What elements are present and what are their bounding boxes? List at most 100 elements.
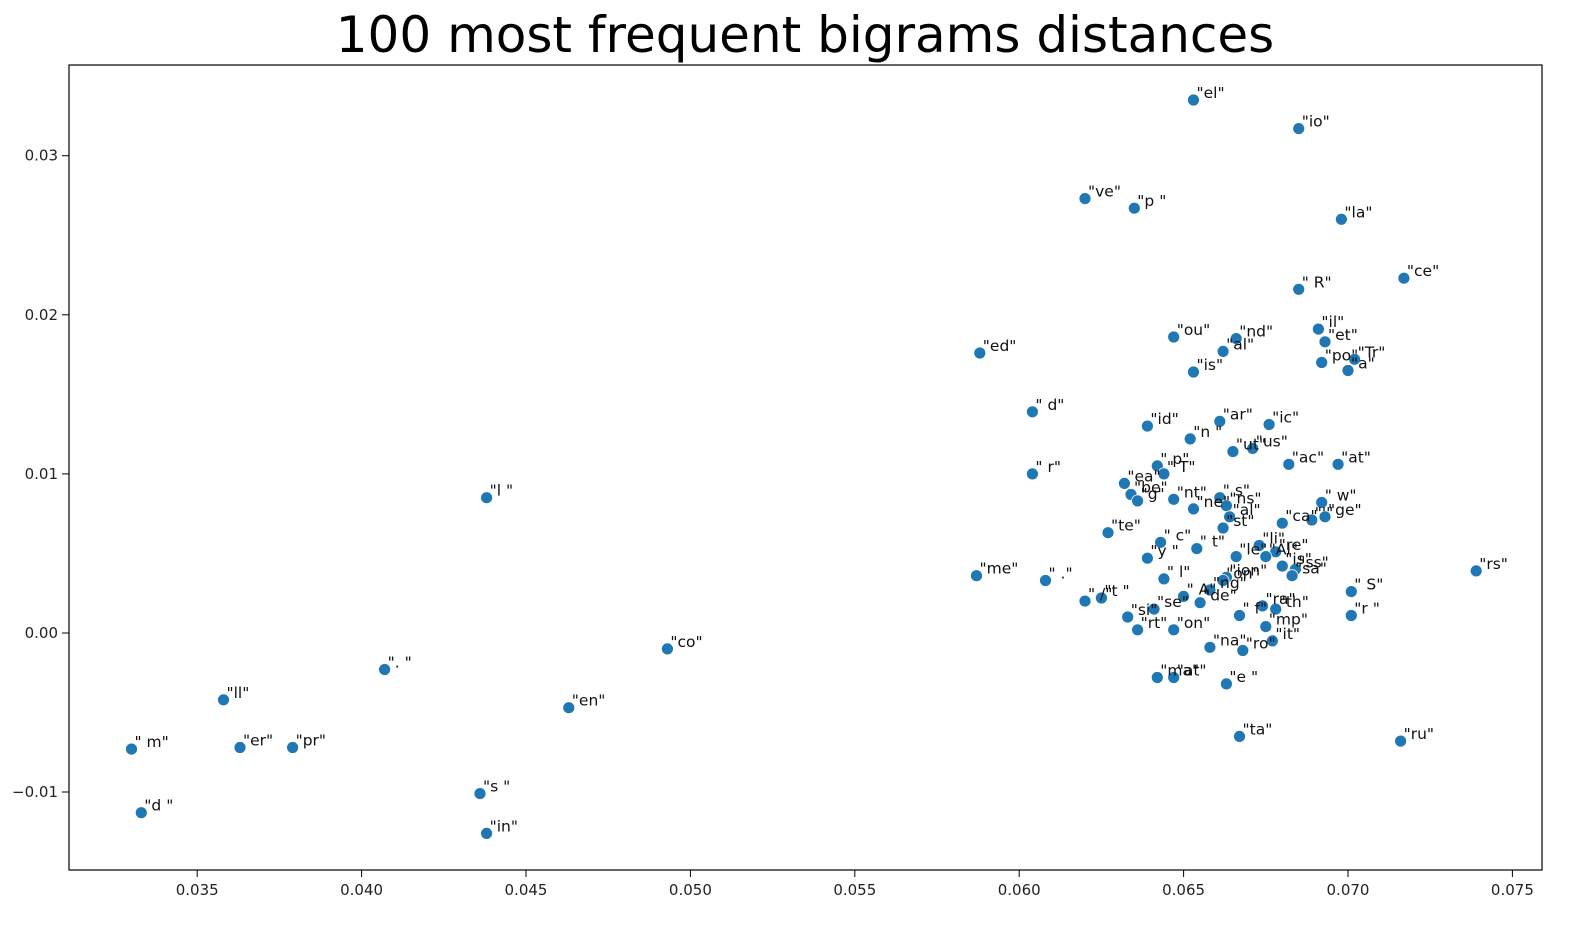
data-point bbox=[1183, 432, 1197, 446]
data-point bbox=[973, 346, 987, 360]
point-label: "co" bbox=[670, 633, 702, 651]
data-point bbox=[1266, 634, 1279, 648]
data-point bbox=[1312, 322, 1325, 336]
point-label: " d" bbox=[1035, 396, 1064, 414]
point-label: "ut" bbox=[1236, 436, 1266, 454]
x-tick-label: 0.040 bbox=[340, 881, 383, 899]
data-point bbox=[1341, 364, 1355, 377]
point-label: "'" bbox=[1315, 504, 1334, 522]
point-label: "ss" bbox=[1298, 553, 1328, 571]
data-point bbox=[286, 741, 300, 754]
point-label: " r" bbox=[1035, 458, 1061, 476]
point-label: " R" bbox=[1302, 273, 1332, 291]
chart-title: 100 most frequent bigrams distances bbox=[336, 6, 1275, 64]
point-label: "io" bbox=[1302, 113, 1330, 131]
point-label: "nt" bbox=[1177, 483, 1207, 501]
data-point bbox=[1269, 602, 1283, 616]
point-label: "e " bbox=[1229, 668, 1258, 686]
data-point bbox=[125, 742, 138, 756]
data-point bbox=[1236, 644, 1250, 657]
data-point bbox=[1262, 418, 1276, 431]
point-label: "p " bbox=[1137, 192, 1166, 210]
data-point bbox=[378, 663, 392, 676]
point-label: "t " bbox=[1104, 582, 1129, 600]
point-label: "me" bbox=[980, 560, 1019, 578]
data-point bbox=[1275, 559, 1289, 573]
data-point bbox=[1292, 122, 1306, 136]
data-point bbox=[1335, 212, 1348, 226]
data-point bbox=[1078, 594, 1092, 608]
data-point bbox=[562, 701, 576, 715]
point-label: "en" bbox=[572, 692, 606, 710]
point-label: "on" bbox=[1226, 565, 1260, 583]
x-tick-label: 0.035 bbox=[176, 881, 219, 899]
data-point bbox=[1344, 609, 1358, 622]
point-label: "ion" bbox=[1229, 561, 1267, 579]
data-point bbox=[1121, 610, 1135, 624]
point-label: "us" bbox=[1256, 432, 1288, 450]
data-point bbox=[1026, 467, 1039, 481]
point-label: "rt" bbox=[1141, 614, 1168, 632]
data-point bbox=[1101, 526, 1115, 540]
point-label: "ta" bbox=[1243, 720, 1273, 738]
point-label: "pr" bbox=[296, 732, 326, 750]
y-tick-label: 0.02 bbox=[25, 306, 58, 324]
data-point bbox=[1229, 332, 1243, 346]
point-label: "ru" bbox=[1404, 725, 1434, 743]
point-label: "r " bbox=[1354, 600, 1380, 618]
data-point bbox=[1203, 640, 1217, 654]
point-label: "in" bbox=[490, 817, 518, 835]
point-label: "g" bbox=[1141, 485, 1165, 503]
data-point bbox=[1187, 502, 1200, 516]
data-point bbox=[1256, 599, 1269, 613]
data-point bbox=[1216, 574, 1230, 587]
point-label: " S" bbox=[1354, 576, 1383, 594]
point-label: "li" bbox=[1262, 530, 1285, 548]
point-label: "el" bbox=[1197, 84, 1225, 102]
data-point bbox=[1167, 671, 1181, 684]
point-label: "s " bbox=[483, 778, 510, 796]
point-label: "a" bbox=[1351, 355, 1375, 373]
plot-frame bbox=[68, 64, 1543, 871]
data-point bbox=[1216, 344, 1230, 358]
data-point bbox=[1318, 510, 1332, 524]
data-point bbox=[1167, 492, 1181, 506]
data-point bbox=[473, 787, 487, 800]
point-label: "il" bbox=[1321, 313, 1344, 331]
point-label: "se" bbox=[1157, 593, 1189, 611]
point-label: "ll" bbox=[227, 684, 250, 702]
point-label: "ma" bbox=[1160, 662, 1199, 680]
point-label: "re" bbox=[1279, 536, 1309, 554]
point-label: "is" bbox=[1285, 550, 1312, 568]
data-point bbox=[1216, 521, 1230, 535]
data-point bbox=[1344, 585, 1358, 598]
point-label: "is" bbox=[1197, 356, 1224, 374]
data-point bbox=[1193, 596, 1207, 610]
data-point bbox=[1318, 335, 1332, 349]
data-point bbox=[1131, 623, 1144, 637]
data-point bbox=[1118, 476, 1131, 490]
data-point bbox=[1078, 192, 1092, 206]
data-point bbox=[661, 642, 674, 656]
point-label: "ca" bbox=[1285, 507, 1317, 525]
data-point bbox=[1026, 405, 1039, 419]
data-point bbox=[970, 569, 983, 583]
data-point bbox=[1315, 356, 1329, 369]
point-label: "le" bbox=[1239, 541, 1267, 559]
point-label: "si" bbox=[1131, 601, 1158, 619]
point-label: " T" bbox=[1167, 458, 1196, 476]
y-tick-label: 0.00 bbox=[25, 624, 58, 642]
point-label: "n " bbox=[1193, 423, 1222, 441]
y-tick-label: −0.01 bbox=[12, 783, 58, 801]
data-point bbox=[1157, 572, 1171, 586]
data-point bbox=[1203, 583, 1217, 597]
point-label: "mp" bbox=[1269, 611, 1308, 629]
point-label: "th" bbox=[1279, 593, 1309, 611]
data-point bbox=[1397, 271, 1411, 285]
point-label: " t" bbox=[1200, 533, 1225, 551]
point-label: "ic" bbox=[1272, 409, 1299, 427]
data-point bbox=[1167, 623, 1181, 637]
point-label: " ." bbox=[1049, 565, 1073, 583]
data-point bbox=[1039, 574, 1052, 587]
